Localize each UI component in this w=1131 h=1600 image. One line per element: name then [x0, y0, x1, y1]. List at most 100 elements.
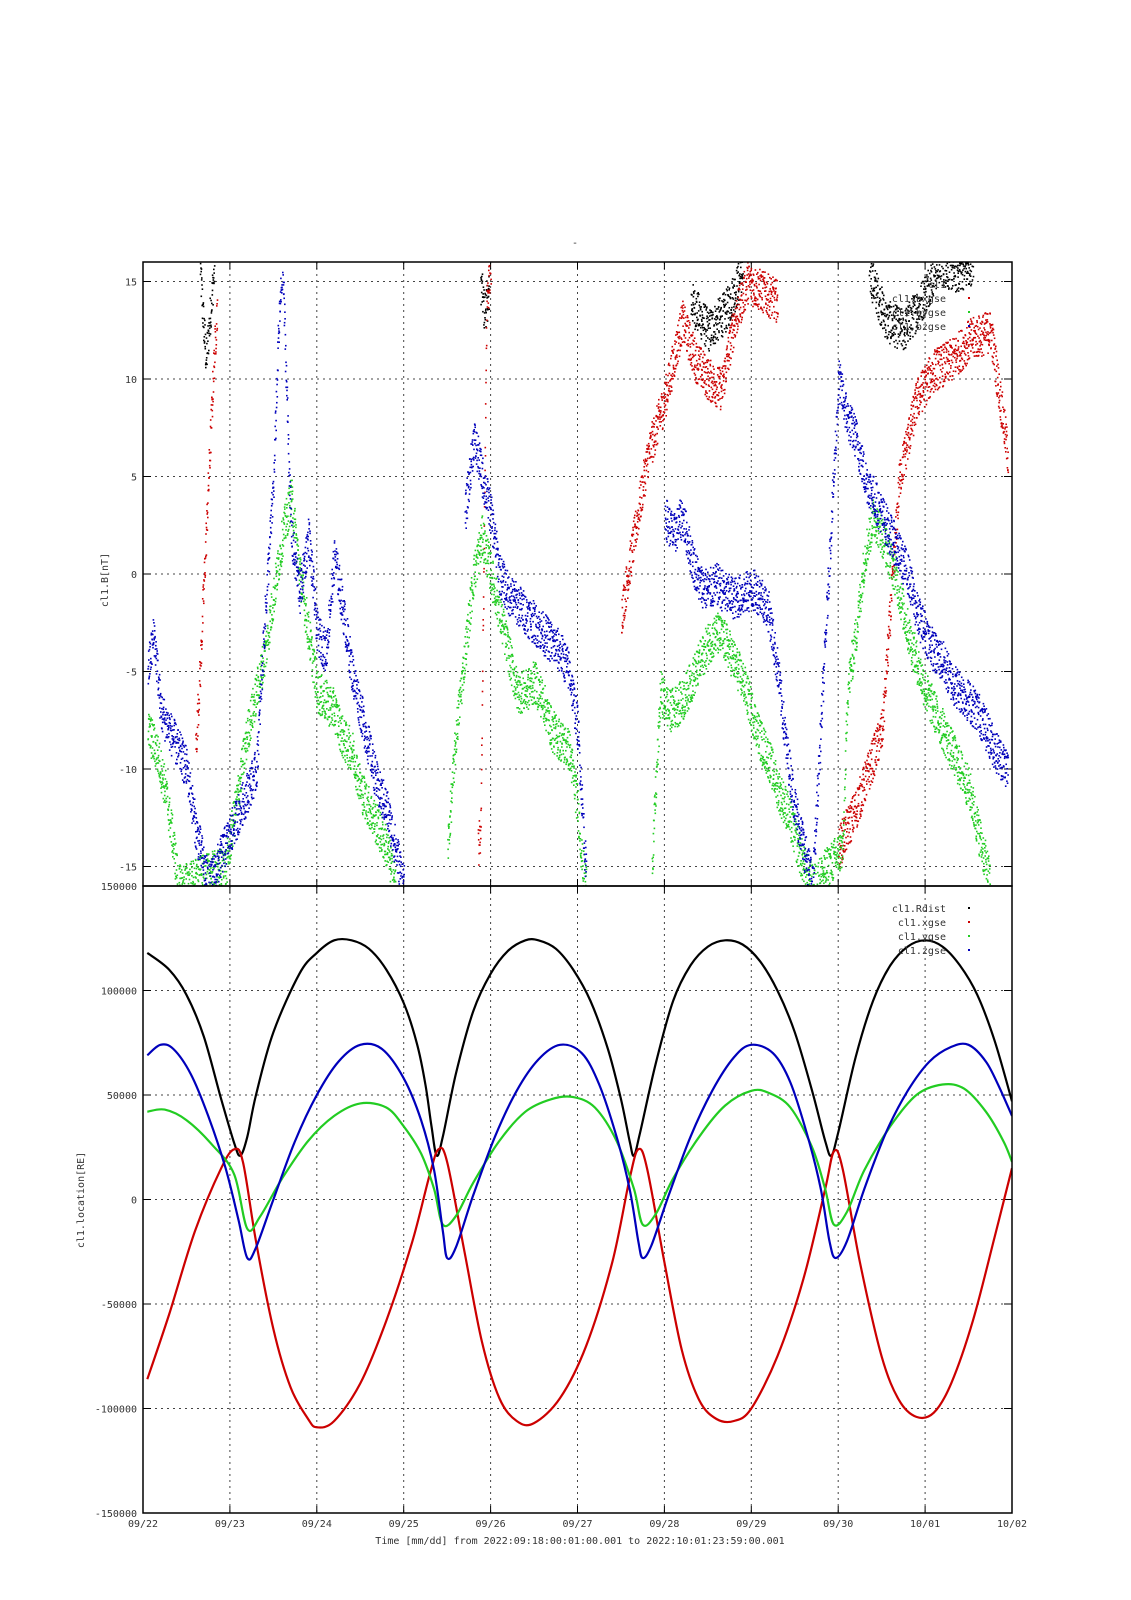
data-point: [248, 710, 251, 713]
data-point: [448, 825, 450, 828]
data-point: [188, 878, 191, 881]
data-point: [172, 843, 175, 845]
data-point: [760, 307, 762, 310]
data-point: [925, 305, 928, 308]
data-point: [731, 297, 734, 299]
data-point: [910, 307, 913, 310]
data-point: [285, 537, 287, 539]
data-point: [915, 396, 917, 398]
data-point: [867, 762, 870, 765]
data-point: [926, 278, 929, 280]
data-point: [352, 732, 354, 735]
data-point: [945, 356, 948, 359]
data-point: [644, 489, 647, 491]
data-point: [306, 633, 308, 636]
data-point: [471, 610, 473, 613]
data-point: [745, 281, 747, 283]
data-point: [625, 606, 628, 608]
data-point: [178, 867, 181, 870]
data-point: [262, 657, 264, 659]
data-point: [739, 288, 741, 291]
data-point: [639, 519, 641, 522]
data-point: [320, 701, 323, 703]
data-point: [456, 736, 459, 738]
data-point: [461, 662, 464, 665]
data-point: [655, 414, 658, 417]
data-point: [173, 838, 176, 840]
data-point: [483, 567, 485, 570]
data-point: [262, 676, 264, 679]
data-point: [505, 634, 507, 636]
data-point: [631, 533, 633, 536]
data-point: [692, 295, 695, 298]
data-point: [363, 809, 365, 811]
data-point: [294, 507, 296, 510]
data-point: [207, 872, 210, 875]
data-point: [149, 725, 151, 728]
data-point: [162, 797, 165, 800]
data-point: [904, 327, 906, 329]
data-point: [513, 672, 515, 674]
data-point: [878, 758, 880, 761]
data-point: [911, 327, 914, 330]
data-point: [459, 686, 462, 689]
data-point: [151, 756, 154, 758]
data-point: [468, 604, 471, 606]
data-point: [692, 353, 694, 356]
data-point: [643, 459, 645, 462]
data-point: [680, 344, 683, 347]
data-point: [962, 367, 965, 370]
data-point: [772, 276, 774, 278]
data-point: [968, 267, 970, 269]
data-point: [453, 740, 456, 742]
data-point: [886, 306, 888, 308]
data-point: [760, 276, 763, 278]
data-point: [284, 503, 286, 506]
data-point: [240, 757, 242, 760]
data-point: [214, 325, 216, 327]
data-point: [770, 278, 772, 280]
data-point: [725, 377, 727, 379]
data-point: [710, 400, 713, 403]
data-point: [904, 464, 907, 466]
data-point: [480, 524, 482, 527]
data-point: [887, 336, 889, 339]
data-point: [936, 270, 938, 273]
data-point: [686, 343, 688, 346]
data-point: [895, 531, 898, 534]
data-point: [933, 382, 936, 385]
data-point: [173, 834, 176, 836]
data-point: [506, 629, 509, 631]
data-point: [183, 876, 185, 878]
data-point: [199, 683, 201, 686]
data-point: [655, 420, 657, 422]
data-point: [633, 549, 635, 551]
data-point: [276, 588, 278, 591]
data-point: [750, 274, 752, 277]
data-point: [681, 316, 683, 319]
data-point: [955, 352, 958, 355]
data-point: [488, 264, 491, 267]
data-point: [262, 643, 265, 645]
data-point: [709, 311, 712, 314]
data-point: [893, 310, 896, 313]
data-point: [707, 348, 710, 350]
data-point: [937, 269, 939, 271]
data-point: [878, 740, 880, 742]
data-point: [712, 342, 715, 345]
data-point: [325, 679, 328, 682]
data-point: [656, 415, 659, 418]
data-point: [623, 617, 626, 619]
data-point: [967, 262, 969, 264]
data-point: [956, 288, 959, 290]
data-point: [861, 784, 863, 786]
data-point: [508, 647, 510, 650]
data-point: [965, 347, 967, 350]
data-point: [706, 315, 708, 317]
data-point: [337, 715, 339, 717]
data-point: [723, 306, 726, 308]
data-point: [467, 645, 470, 647]
data-point: [737, 262, 740, 265]
data-point: [678, 342, 680, 345]
data-point: [221, 878, 223, 881]
